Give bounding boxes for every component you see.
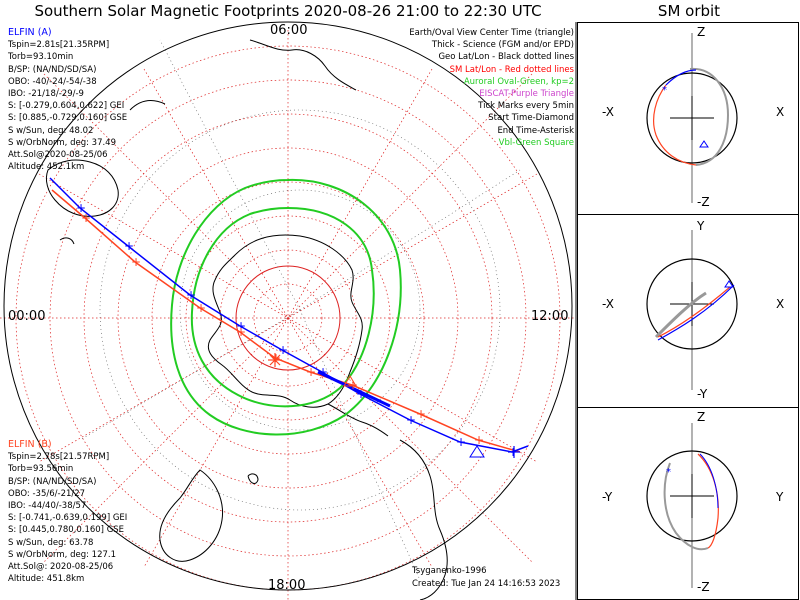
elfin-a-line: IBO: -21/18/-29/-9 <box>8 88 84 99</box>
panel-axis-top: Z <box>697 410 706 424</box>
view-center-triangle-a <box>469 445 485 458</box>
elfin-a-line: Tspin=2.81s[21.35RPM] <box>8 40 110 51</box>
elfin-a-line: S: [-0.279,0.604,0.622] GEI <box>8 101 125 112</box>
elfin-b-line: Altitude: 451.8km <box>8 574 85 585</box>
elfin-b-tick-mark: + <box>474 433 484 447</box>
elfin-b-tick-mark: + <box>306 365 316 379</box>
panel-axis-top: Z <box>697 25 706 39</box>
svg-text:*: * <box>666 467 671 478</box>
page-title: Southern Solar Magnetic Footprints 2020-… <box>34 2 542 20</box>
end-asterisk-b <box>268 353 282 367</box>
legend-item: Vbl-Green Square <box>498 137 574 148</box>
svg-text:*: * <box>662 85 667 96</box>
elfin-b-tick-mark: + <box>81 211 91 225</box>
elfin-a-tick-mark: + <box>76 201 86 215</box>
elfin-b-line: Torb=93.56min <box>8 464 74 475</box>
geo-grid <box>79 39 521 581</box>
elfin-a-tick-mark: + <box>236 319 246 333</box>
elfin-b-name: ELFIN (B) <box>8 439 52 450</box>
panel-axis-right: Y <box>776 490 784 504</box>
legend-item: SM Lat/Lon - Red dotted lines <box>449 64 574 75</box>
sm-pole-circle <box>235 265 341 371</box>
horizon-circle <box>3 21 573 591</box>
elfin-b-line: Att.Sol@: 2020-08-25/06 <box>8 561 114 572</box>
elfin-a-tick-mark: + <box>124 239 134 253</box>
elfin-b-line: S w/Sun, deg: 63.78 <box>8 537 94 548</box>
panel-axis-bottom: -Z <box>697 580 710 594</box>
elfin-a-tick-mark: + <box>318 365 328 379</box>
legend: Earth/Oval View Center Time (triangle) T… <box>409 27 574 149</box>
elfin-a-line: S w/Sun, deg: 48.02 <box>8 125 94 136</box>
time-label-right: 12:00 <box>531 309 569 324</box>
orbit-title: SM orbit <box>657 2 721 20</box>
panel-axis-right: X <box>776 105 785 119</box>
track-markers <box>268 353 520 458</box>
elfin-b-line: OBO: -35/6/-21/27 <box>8 488 86 499</box>
auroral-oval <box>170 178 402 436</box>
time-label-top: 06:00 <box>270 23 308 38</box>
elfin-b-tick-mark: + <box>271 351 281 365</box>
legend-item: EISCAT-Purple Triangle <box>479 88 574 99</box>
elfin-b-line: S: [-0.741,-0.639,0.199] GEI <box>8 513 128 524</box>
panel-axis-left: -X <box>602 105 614 119</box>
elfin-a-track <box>49 177 529 453</box>
elfin-a-line: B/SP: (NA/ND/SD/SA) <box>8 64 97 75</box>
elfin-b-tick-mark: + <box>196 301 206 315</box>
end-asterisk-a <box>508 446 520 458</box>
elfin-b-tick-mark: + <box>236 325 246 339</box>
created-timestamp: Created: Tue Jan 24 14:16:53 2023 <box>412 579 561 589</box>
panel-axis-bottom: -Y <box>697 387 708 401</box>
elfin-b-track <box>51 189 521 453</box>
legend-item: Start Time-Diamond <box>488 113 574 124</box>
panel-axis-left: -Y <box>602 490 613 504</box>
legend-item: Tick Marks every 5min <box>478 101 574 112</box>
elfin-b-line: B/SP: (NA/ND/SD/SA) <box>8 476 97 487</box>
elfin-b-line: S: [0.445,0.780,0.160] GSE <box>8 525 125 536</box>
elfin-b-info: ELFIN (B) Tspin=2.78s[21.57RPM] Torb=93.… <box>8 439 127 585</box>
elfin-b-line: Tspin=2.78s[21.57RPM] <box>8 452 110 463</box>
orbit-panel-xz: * Z -Z -X X <box>577 22 799 215</box>
elfin-a-name: ELFIN (A) <box>8 27 52 38</box>
panel-axis-left: -X <box>602 297 614 311</box>
time-label-bottom: 18:00 <box>268 578 306 593</box>
elfin-b-line: IBO: -44/40/-38/57 <box>8 500 87 511</box>
elfin-b-tick-mark: + <box>416 407 426 421</box>
elfin-a-line: S: [0.885,-0.729,0.160] GSE <box>8 113 128 124</box>
legend-item: Thick - Science (FGM and/or EPD) <box>431 40 574 51</box>
coastlines <box>45 39 448 600</box>
sm-grid <box>0 30 576 600</box>
polar-footprint-map: +++++++++++++++++++ <box>0 21 577 600</box>
orbit-panel-yz: * Z -Z -Y Y <box>577 407 799 600</box>
legend-item: End Time-Asterisk <box>497 125 574 136</box>
elfin-a-line: Altitude: 452.1km <box>8 162 85 173</box>
panel-axis-top: Y <box>697 219 705 233</box>
elfin-b-tick-mark: + <box>348 378 358 392</box>
elfin-a-tick-mark: + <box>406 413 416 427</box>
legend-item: Earth/Oval View Center Time (triangle) <box>409 28 574 38</box>
time-label-left: 00:00 <box>8 309 46 324</box>
elfin-a-info: ELFIN (A) Tspin=2.81s[21.35RPM] Torb=93.… <box>8 27 127 173</box>
elfin-a-line: S w/OrbNorm, deg: 37.49 <box>8 137 117 148</box>
elfin-a-line: Att.Sol@2020-08-25/06 <box>8 149 108 160</box>
orbit-panel-xy: Y -Y -X X <box>577 214 799 408</box>
elfin-b-tick-mark: + <box>131 255 141 269</box>
panel-axis-bottom: -Z <box>697 195 710 209</box>
elfin-a-tick-mark: + <box>456 435 466 449</box>
legend-item: Geo Lat/Lon - Black dotted lines <box>438 52 574 63</box>
legend-item: Auroral Oval-Green, kp=2 <box>463 76 574 87</box>
model-credit: Tsyganenko-1996 <box>412 566 487 576</box>
elfin-a-line: Torb=93.10min <box>8 52 74 63</box>
elfin-a-tick-mark: + <box>356 387 366 401</box>
elfin-a-line: OBO: -40/-24/-54/-38 <box>8 76 97 87</box>
elfin-a-tick-mark: + <box>186 288 196 302</box>
elfin-b-line: S w/OrbNorm, deg: 127.1 <box>8 549 117 560</box>
panel-axis-right: X <box>776 297 785 311</box>
view-center-triangle-b <box>343 375 357 387</box>
elfin-a-tick-mark: + <box>278 343 288 357</box>
elfin-a-science-segment <box>317 370 391 408</box>
